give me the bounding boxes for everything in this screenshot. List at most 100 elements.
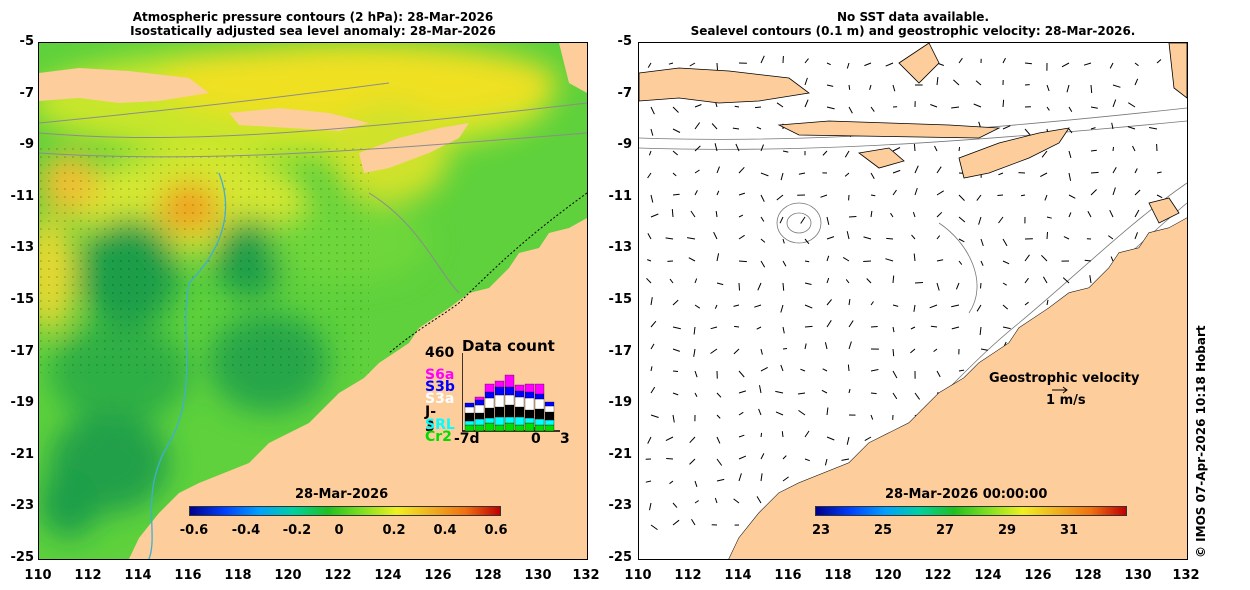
velocity-vector <box>846 436 850 445</box>
sat-label-srl: SRL <box>425 417 455 433</box>
velocity-vector <box>693 326 696 335</box>
velocity-vector <box>650 128 654 136</box>
velocity-vector <box>690 210 696 218</box>
histogram-bar-segment <box>514 384 525 392</box>
velocity-vector <box>1044 194 1048 201</box>
histogram-bar-segment <box>544 401 555 407</box>
right-y-tick: -9 <box>617 137 632 152</box>
velocity-vector <box>710 326 718 330</box>
velocity-vector <box>863 260 872 262</box>
velocity-vector <box>934 145 938 152</box>
velocity-vector <box>848 320 854 328</box>
velocity-vector <box>870 106 875 112</box>
right-y-tick: -25 <box>608 550 633 565</box>
velocity-vector <box>892 392 898 400</box>
right-x-tick: 128 <box>1074 568 1102 583</box>
velocity-vector <box>1110 256 1114 262</box>
right-cbar-tick-2: 27 <box>935 523 955 538</box>
left-y-tick: -13 <box>10 240 35 255</box>
velocity-vector <box>1134 189 1141 196</box>
velocity-vector <box>649 502 652 511</box>
histogram-bar-segment <box>474 399 485 406</box>
velocity-vector <box>650 213 659 218</box>
velocity-vector <box>846 62 850 69</box>
velocity-vector <box>933 348 938 352</box>
velocity-vector <box>912 211 916 218</box>
sumba-island <box>858 147 905 169</box>
velocity-vector <box>1020 194 1026 197</box>
left-y-tick: -25 <box>10 550 35 565</box>
left-y-tick: -17 <box>10 344 35 359</box>
velocity-vector <box>892 84 896 92</box>
velocity-vector <box>672 326 681 330</box>
velocity-vector <box>890 212 894 218</box>
velocity-vector <box>1024 301 1029 306</box>
velocity-vector <box>694 190 698 196</box>
velocity-vector <box>1090 171 1099 174</box>
significance-dots <box>39 143 369 373</box>
velocity-vector <box>1132 145 1136 152</box>
histogram-bar-segment <box>464 402 475 408</box>
velocity-vector <box>798 409 806 416</box>
histogram-bar-segment <box>474 404 485 414</box>
sea-level-anomaly-map[interactable]: 460 Data count S6a S3b S3a J-3 SRL Cr2 -… <box>38 42 588 560</box>
right-y-tick: -23 <box>608 498 633 513</box>
velocity-vector <box>1068 194 1076 199</box>
histogram-bar-segment <box>524 391 535 399</box>
left-x-tick: 114 <box>124 568 152 583</box>
velocity-vector <box>672 172 677 177</box>
velocity-vector <box>647 62 652 68</box>
velocity-vector <box>998 216 1004 224</box>
velocity-scale-arrowhead <box>1062 386 1068 394</box>
pressure-contours <box>39 82 587 294</box>
histogram-bar-segment <box>524 409 535 419</box>
velocity-vector <box>936 77 939 86</box>
velocity-vector <box>1068 128 1073 134</box>
australia-landmass <box>729 218 1187 559</box>
sst-colorbar <box>815 506 1127 516</box>
velocity-vector <box>1090 127 1096 130</box>
velocity-vector <box>688 257 696 262</box>
velocity-vector <box>732 127 740 130</box>
histogram-bar-segment <box>494 394 505 408</box>
velocity-vector <box>776 102 784 108</box>
histogram-bar-segment <box>544 424 555 432</box>
velocity-vector <box>804 282 812 285</box>
velocity-vector <box>782 238 785 244</box>
right-x-tick: 124 <box>974 568 1002 583</box>
velocity-vector <box>1024 254 1030 262</box>
velocity-vector <box>1089 275 1092 284</box>
left-title-line1: Atmospheric pressure contours (2 hPa): 2… <box>132 10 494 24</box>
velocity-vector <box>672 502 678 508</box>
velocity-vector <box>672 348 680 352</box>
velocity-vector <box>1063 236 1070 240</box>
velocity-vector <box>713 231 718 240</box>
left-cbar-tick-2: -0.2 <box>282 523 312 538</box>
velocity-vector <box>716 458 723 466</box>
velocity-vector <box>1156 171 1162 174</box>
velocity-vector <box>958 260 963 265</box>
right-title-line2: Sealevel contours (0.1 m) and geostrophi… <box>690 24 1136 38</box>
velocity-vector <box>1002 260 1010 265</box>
left-x-tick: 122 <box>324 568 352 583</box>
velocity-vector <box>756 126 762 130</box>
velocity-vector <box>1068 106 1073 113</box>
velocity-vector <box>694 304 701 309</box>
velocity-vector <box>646 277 652 284</box>
left-title-line2: Isostatically adjusted sea level anomaly… <box>130 24 496 38</box>
velocity-vector <box>650 106 655 115</box>
right-x-tick: 118 <box>824 568 852 583</box>
velocity-vector <box>821 389 828 394</box>
histogram-bar-segment <box>534 383 545 395</box>
geostrophic-velocity-map[interactable]: Geostrophic velocity 1 m/s 28-Mar-2026 0… <box>638 42 1188 560</box>
velocity-vector <box>782 260 787 267</box>
velocity-vector <box>914 187 918 196</box>
histogram-bar-segment <box>464 412 475 422</box>
left-x-tick: 126 <box>424 568 452 583</box>
velocity-vector <box>1134 78 1139 86</box>
velocity-vector <box>672 193 680 196</box>
velocity-vector <box>1041 150 1048 158</box>
velocity-vector <box>782 150 789 153</box>
velocity-vector <box>958 57 963 64</box>
velocity-vector <box>936 259 944 262</box>
